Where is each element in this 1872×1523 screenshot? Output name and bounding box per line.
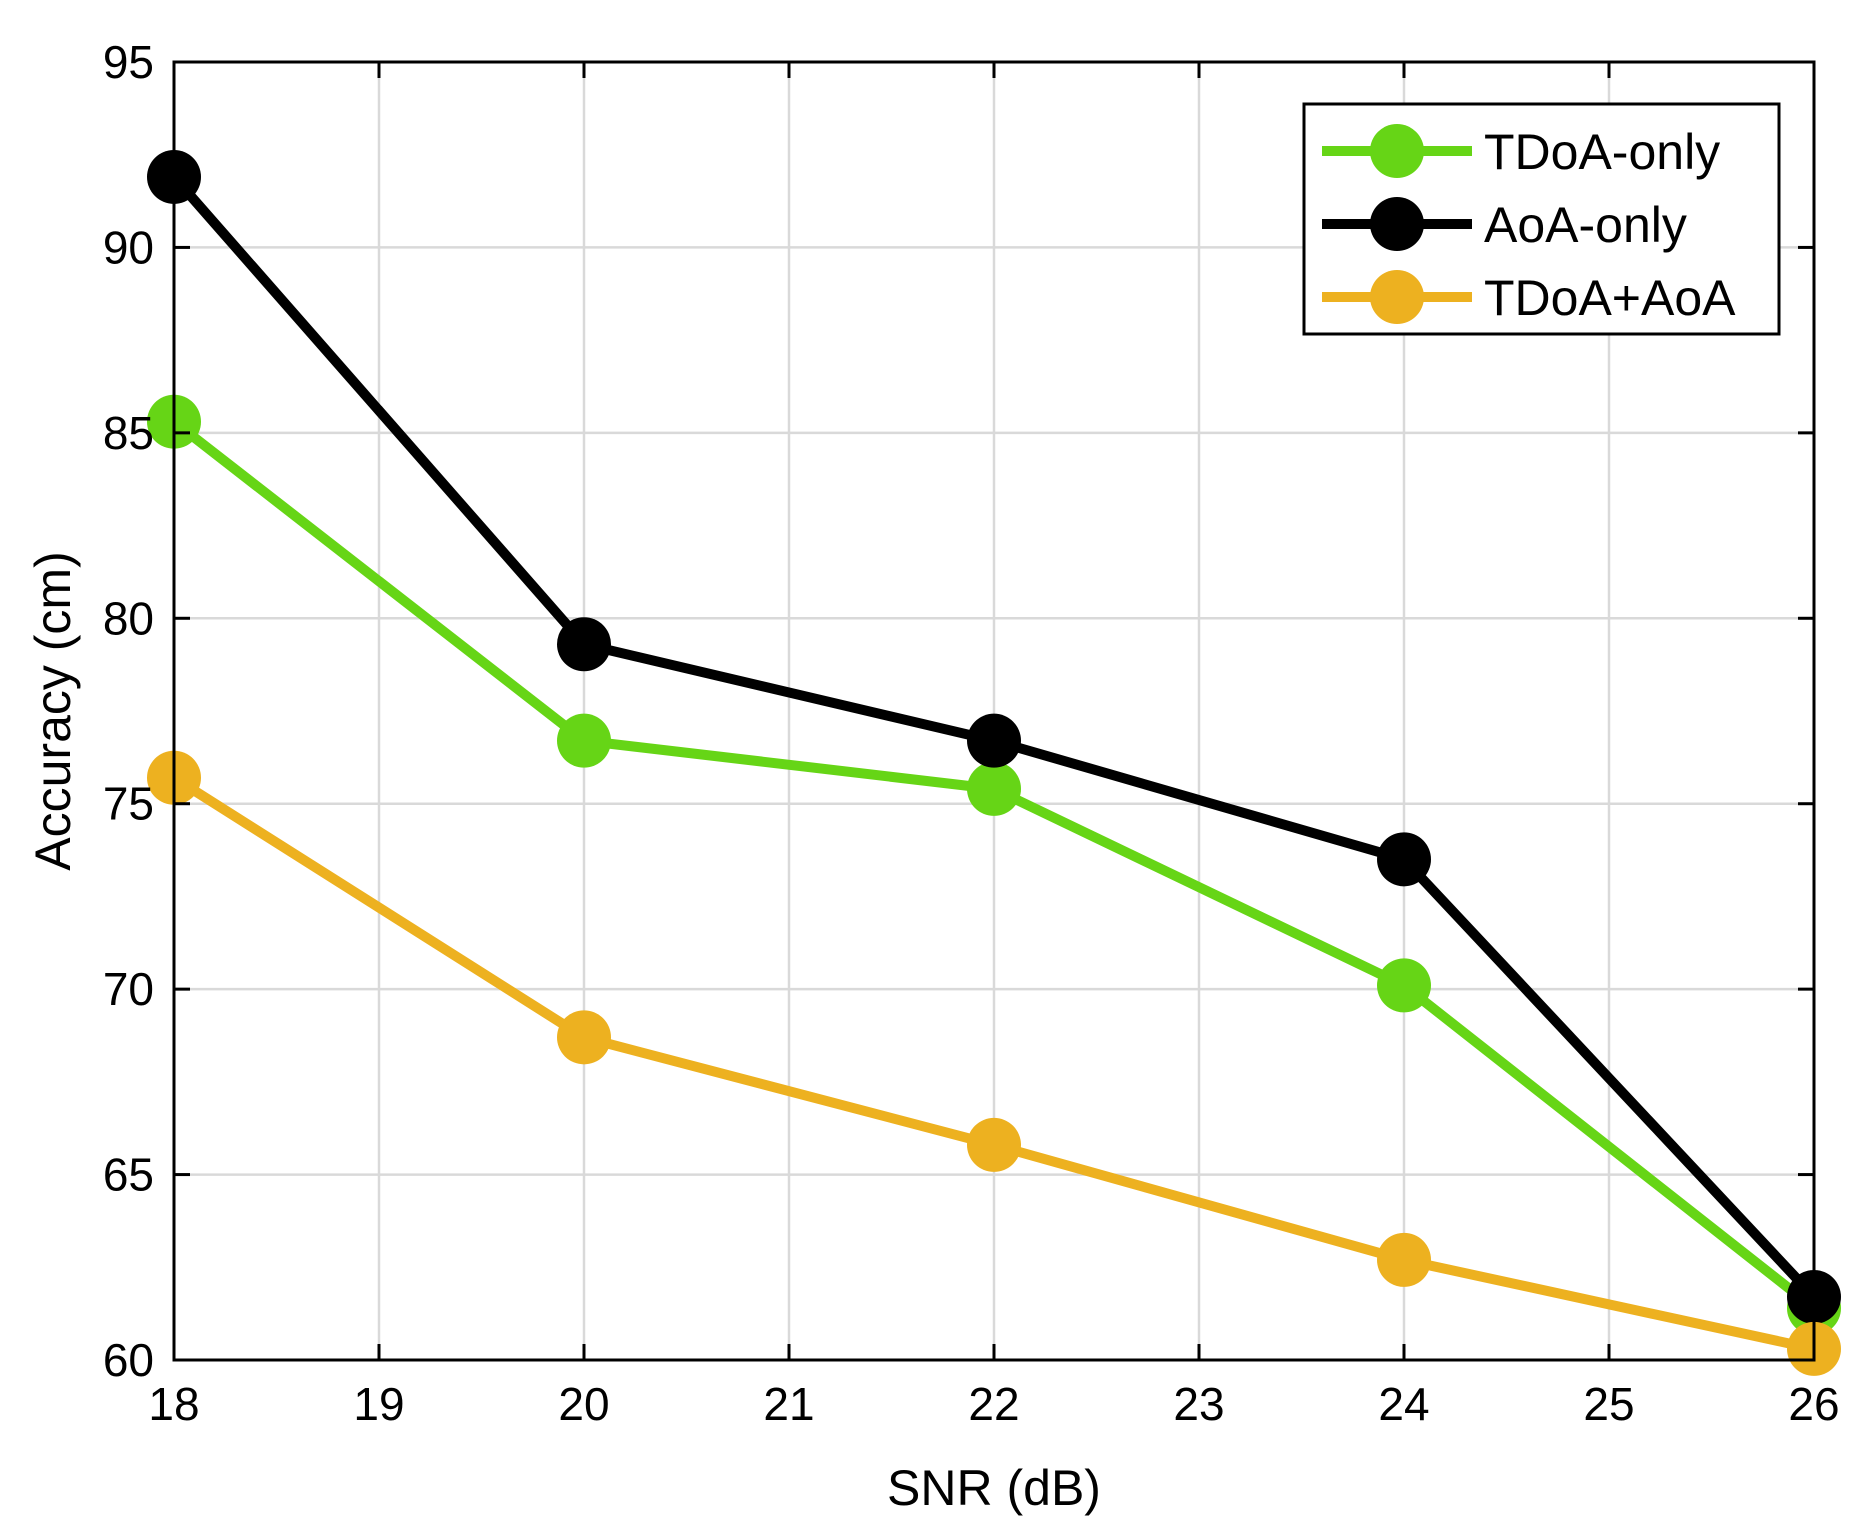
x-tick-label: 20	[558, 1378, 609, 1430]
legend-label: AoA-only	[1484, 197, 1687, 253]
data-point	[557, 1010, 611, 1065]
data-point	[1377, 832, 1431, 887]
x-tick-label: 21	[763, 1378, 814, 1430]
y-tick-label: 65	[103, 1149, 154, 1201]
x-axis-title: SNR (dB)	[887, 1460, 1101, 1516]
series-aoa-only	[147, 149, 1841, 1324]
data-point	[1377, 1232, 1431, 1287]
ticks: 18 19 20 21 22 23 24 25 26 60 65 70 75 80 85 90 95	[103, 36, 1840, 1430]
data-point	[557, 617, 611, 672]
legend-marker	[1370, 197, 1424, 251]
y-tick-label: 70	[103, 963, 154, 1015]
legend: TDoA-only AoA-only TDoA+AoA	[1302, 102, 1781, 336]
data-point	[967, 1117, 1021, 1172]
y-tick-label: 75	[103, 778, 154, 830]
data-point	[967, 761, 1021, 816]
x-tick-label: 24	[1378, 1378, 1429, 1430]
data-point	[967, 713, 1021, 768]
legend-label: TDoA-only	[1484, 124, 1720, 180]
data-point	[1377, 958, 1431, 1013]
legend-entry: TDoA-only	[1322, 124, 1720, 180]
legend-label: TDoA+AoA	[1484, 270, 1736, 326]
x-tick-label: 25	[1583, 1378, 1634, 1430]
data-point	[557, 713, 611, 768]
y-axis-title: Accuracy (cm)	[25, 551, 81, 870]
x-tick-label: 19	[353, 1378, 404, 1430]
y-tick-label: 80	[103, 592, 154, 644]
y-tick-label: 90	[103, 221, 154, 273]
x-tick-label: 22	[968, 1378, 1019, 1430]
legend-marker	[1370, 124, 1424, 178]
legend-entry: TDoA+AoA	[1322, 270, 1736, 326]
x-tick-label: 18	[148, 1378, 199, 1430]
y-tick-label: 95	[103, 36, 154, 88]
x-tick-label: 26	[1788, 1378, 1839, 1430]
series-layer	[147, 149, 1841, 1376]
legend-marker	[1370, 270, 1424, 324]
x-tick-label: 23	[1173, 1378, 1224, 1430]
y-tick-label: 60	[103, 1334, 154, 1386]
y-tick-label: 85	[103, 407, 154, 459]
series-tdoa-aoa	[147, 750, 1841, 1376]
legend-entry: AoA-only	[1322, 197, 1687, 253]
